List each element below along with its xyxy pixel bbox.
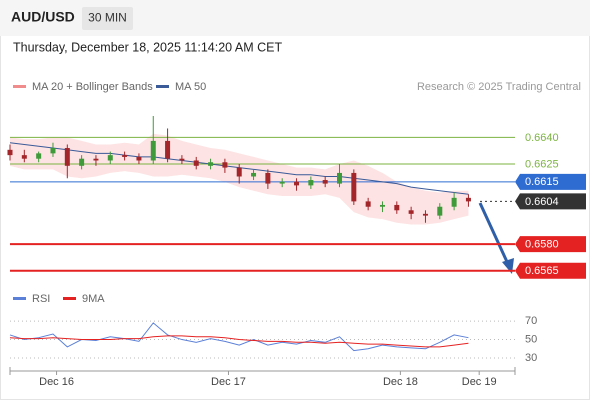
- rsi-line: [9, 335, 469, 348]
- x-tick-label: Dec 18: [383, 376, 418, 388]
- level-tag: [515, 236, 586, 253]
- candle-body: [236, 167, 242, 177]
- level-label: 0.6615: [525, 176, 559, 188]
- level-label: 0.6625: [525, 158, 559, 170]
- timeframe-box: [82, 7, 133, 30]
- candle-body: [351, 172, 357, 202]
- candle-body: [379, 204, 385, 207]
- candle-body: [107, 155, 113, 161]
- level-label: 0.6580: [525, 238, 559, 250]
- candle-body: [64, 148, 70, 166]
- x-tick-label: Dec 17: [211, 376, 246, 388]
- candle-body: [7, 149, 13, 156]
- x-tick-label: Dec 19: [462, 376, 497, 388]
- candle-body: [79, 158, 85, 166]
- candle-body: [265, 172, 271, 184]
- y-tick-label: 70: [525, 315, 537, 327]
- candle-body: [408, 210, 414, 214]
- credit: Research © 2025 Trading Central: [417, 81, 581, 93]
- legend-swatch: [63, 297, 76, 300]
- candle-body: [365, 201, 371, 207]
- legend-label: MA 50: [175, 81, 206, 93]
- candle-body: [222, 162, 228, 168]
- legend-swatch: [13, 297, 26, 300]
- candle-body: [337, 172, 343, 184]
- candle-body: [451, 197, 457, 207]
- candle-body: [122, 155, 128, 157]
- legend-label: MA 20 + Bollinger Bands: [32, 81, 153, 93]
- candle-body: [465, 197, 471, 202]
- symbol: AUD/USD: [11, 9, 75, 25]
- legend-swatch: [156, 85, 169, 88]
- candle-body: [322, 180, 328, 184]
- candle-body: [208, 162, 214, 166]
- datetime: Thursday, December 18, 2025 11:14:20 AM …: [13, 40, 282, 54]
- level-tag: [515, 193, 586, 210]
- level-label: 0.6565: [525, 265, 559, 277]
- level-tag: [515, 173, 586, 190]
- candle-body: [136, 156, 142, 161]
- candle-body: [150, 140, 156, 161]
- timeframe: 30 MIN: [88, 11, 127, 25]
- candle-body: [394, 204, 400, 211]
- legend-swatch: [13, 85, 26, 88]
- legend-label: RSI: [32, 293, 50, 305]
- legend-label: 9MA: [82, 293, 105, 305]
- candle-body: [165, 140, 171, 159]
- candle-body: [279, 181, 285, 184]
- candle-body: [179, 158, 185, 161]
- candle-body: [21, 155, 27, 159]
- candle-body: [93, 158, 99, 161]
- forecast-arrow: [478, 202, 510, 265]
- level-label: 0.6604: [525, 196, 559, 208]
- candle-body: [308, 180, 314, 186]
- candle-body: [251, 172, 257, 177]
- y-tick-label: 50: [525, 333, 537, 345]
- candle-body: [437, 206, 443, 216]
- y-tick-label: 30: [525, 352, 537, 364]
- candle-body: [422, 213, 428, 216]
- level-tag: [515, 262, 586, 279]
- candle-body: [294, 181, 300, 186]
- candle-body: [36, 153, 42, 159]
- level-label: 0.6640: [525, 132, 559, 144]
- candle-body: [50, 148, 56, 154]
- candle-body: [193, 160, 199, 166]
- x-tick-label: Dec 16: [39, 376, 74, 388]
